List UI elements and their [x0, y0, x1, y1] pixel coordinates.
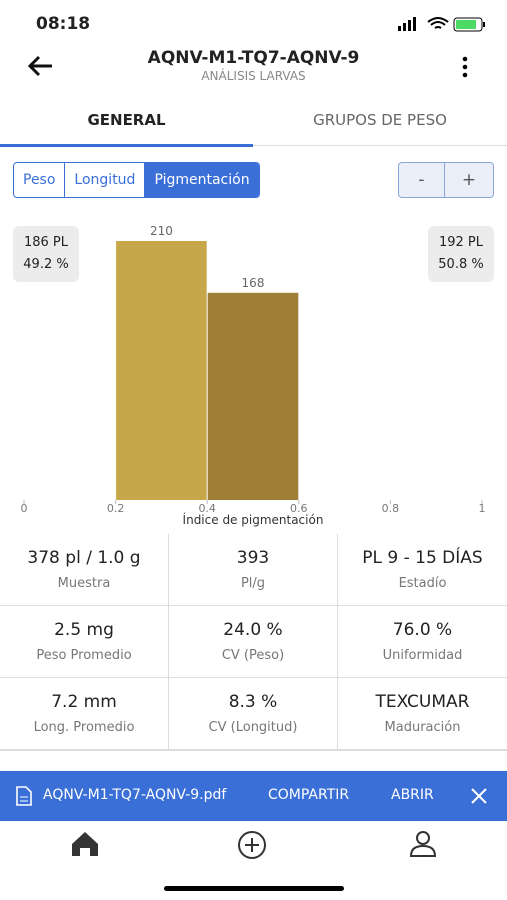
x-tick-label: 0.4	[198, 502, 216, 515]
back-button[interactable]	[26, 54, 54, 78]
stat-cell: 8.3 % CV (Longitud)	[169, 678, 338, 750]
stat-cell: 24.0 % CV (Peso)	[169, 606, 338, 678]
segment[interactable]: Peso	[14, 163, 66, 197]
bar	[116, 241, 207, 500]
open-button[interactable]: ABRIR	[391, 787, 434, 803]
title: AQNV-M1-TQ7-AQNV-9	[147, 48, 360, 68]
stat-label: Estadío	[398, 576, 447, 591]
stat-value: 8.3 %	[228, 692, 278, 712]
stat-label: Long. Promedio	[33, 720, 135, 735]
stat-value: PL 9 - 15 DÍAS	[362, 548, 483, 568]
x-tick-label: 0.6	[290, 502, 308, 515]
x-axis-label: Índice de pigmentación	[183, 512, 324, 527]
partial-row	[0, 750, 507, 772]
count: 186 PL	[23, 235, 69, 250]
stat-label: CV (Peso)	[221, 648, 285, 663]
stat-cell: 7.2 mm Long. Promedio	[0, 678, 169, 750]
file-icon	[16, 786, 32, 806]
add-icon[interactable]	[238, 831, 266, 859]
file-name[interactable]: AQNV-M1-TQ7-AQNV-9.pdf	[43, 787, 227, 803]
close-button[interactable]	[471, 788, 487, 804]
home-indicator	[164, 886, 344, 891]
tab-indicator	[0, 144, 253, 147]
file-banner: AQNV-M1-TQ7-AQNV-9.pdf COMPARTIR ABRIR	[0, 771, 507, 821]
bar	[207, 292, 299, 500]
x-tick-label: 0	[21, 502, 28, 515]
segmented-control: Peso Longitud Pigmentación	[13, 162, 260, 198]
stat-value: 76.0 %	[392, 620, 453, 640]
stat-label: CV (Longitud)	[208, 720, 298, 735]
tab-bar	[72, 831, 437, 891]
bar-label: 210	[150, 224, 173, 238]
stat-cell: 76.0 % Uniformidad	[338, 606, 507, 678]
stat-value: 393	[236, 548, 270, 568]
stat-cell: TEXCUMAR Maduración	[338, 678, 507, 750]
left-summary: 186 PL 49.2 %	[13, 226, 79, 282]
stat-cell: 393 Pl/g	[169, 534, 338, 606]
tab[interactable]: GRUPOS DE PESO	[313, 111, 447, 129]
segment[interactable]: Longitud	[65, 163, 146, 197]
stat-label: Peso Promedio	[36, 648, 132, 663]
time: 08:18	[36, 14, 91, 34]
zoom-out[interactable]: -	[399, 163, 445, 197]
bar-label: 168	[242, 276, 265, 290]
histogram: 0 0.2 0.4 0.6 0.8 1 Índice de pigmentación 210 1…	[21, 224, 486, 527]
stat-label: Pl/g	[240, 576, 266, 591]
percent: 49.2 %	[23, 257, 69, 272]
home-icon[interactable]	[72, 832, 98, 856]
count: 192 PL	[438, 235, 484, 250]
tab[interactable]: GENERAL	[87, 111, 166, 129]
stat-value: 7.2 mm	[51, 692, 117, 712]
zoom-control: - +	[398, 162, 494, 198]
stat-label: Muestra	[57, 576, 111, 591]
stat-cell: 378 pl / 1.0 g Muestra	[0, 534, 169, 606]
stats-grid: 378 pl / 1.0 g Muestra 393 Pl/g PL 9 - 15 DÍ…	[0, 534, 507, 750]
stat-value: TEXCUMAR	[375, 692, 470, 712]
zoom-in[interactable]: +	[461, 170, 477, 190]
stat-label: Uniformidad	[382, 648, 463, 663]
stat-value: 2.5 mg	[54, 620, 114, 640]
x-tick-label: 1	[479, 502, 486, 515]
stat-value: 378 pl / 1.0 g	[27, 548, 141, 568]
stat-label: Maduración	[384, 720, 461, 735]
stat-cell: PL 9 - 15 DÍAS Estadío	[338, 534, 507, 606]
status-icons	[398, 17, 485, 32]
subtitle: ANÁLISIS LARVAS	[201, 69, 306, 83]
x-tick-label: 0.2	[107, 502, 125, 515]
stat-cell: 2.5 mg Peso Promedio	[0, 606, 169, 678]
x-tick-label: 0.8	[382, 502, 400, 515]
profile-icon[interactable]	[409, 831, 437, 857]
stat-value: 24.0 %	[223, 620, 283, 640]
divider	[0, 145, 507, 146]
right-summary: 192 PL 50.8 %	[428, 226, 494, 282]
segment[interactable]: Pigmentación	[145, 163, 259, 197]
share-button[interactable]: COMPARTIR	[268, 787, 350, 803]
menu-button[interactable]	[460, 56, 470, 80]
percent: 50.8 %	[438, 257, 484, 272]
